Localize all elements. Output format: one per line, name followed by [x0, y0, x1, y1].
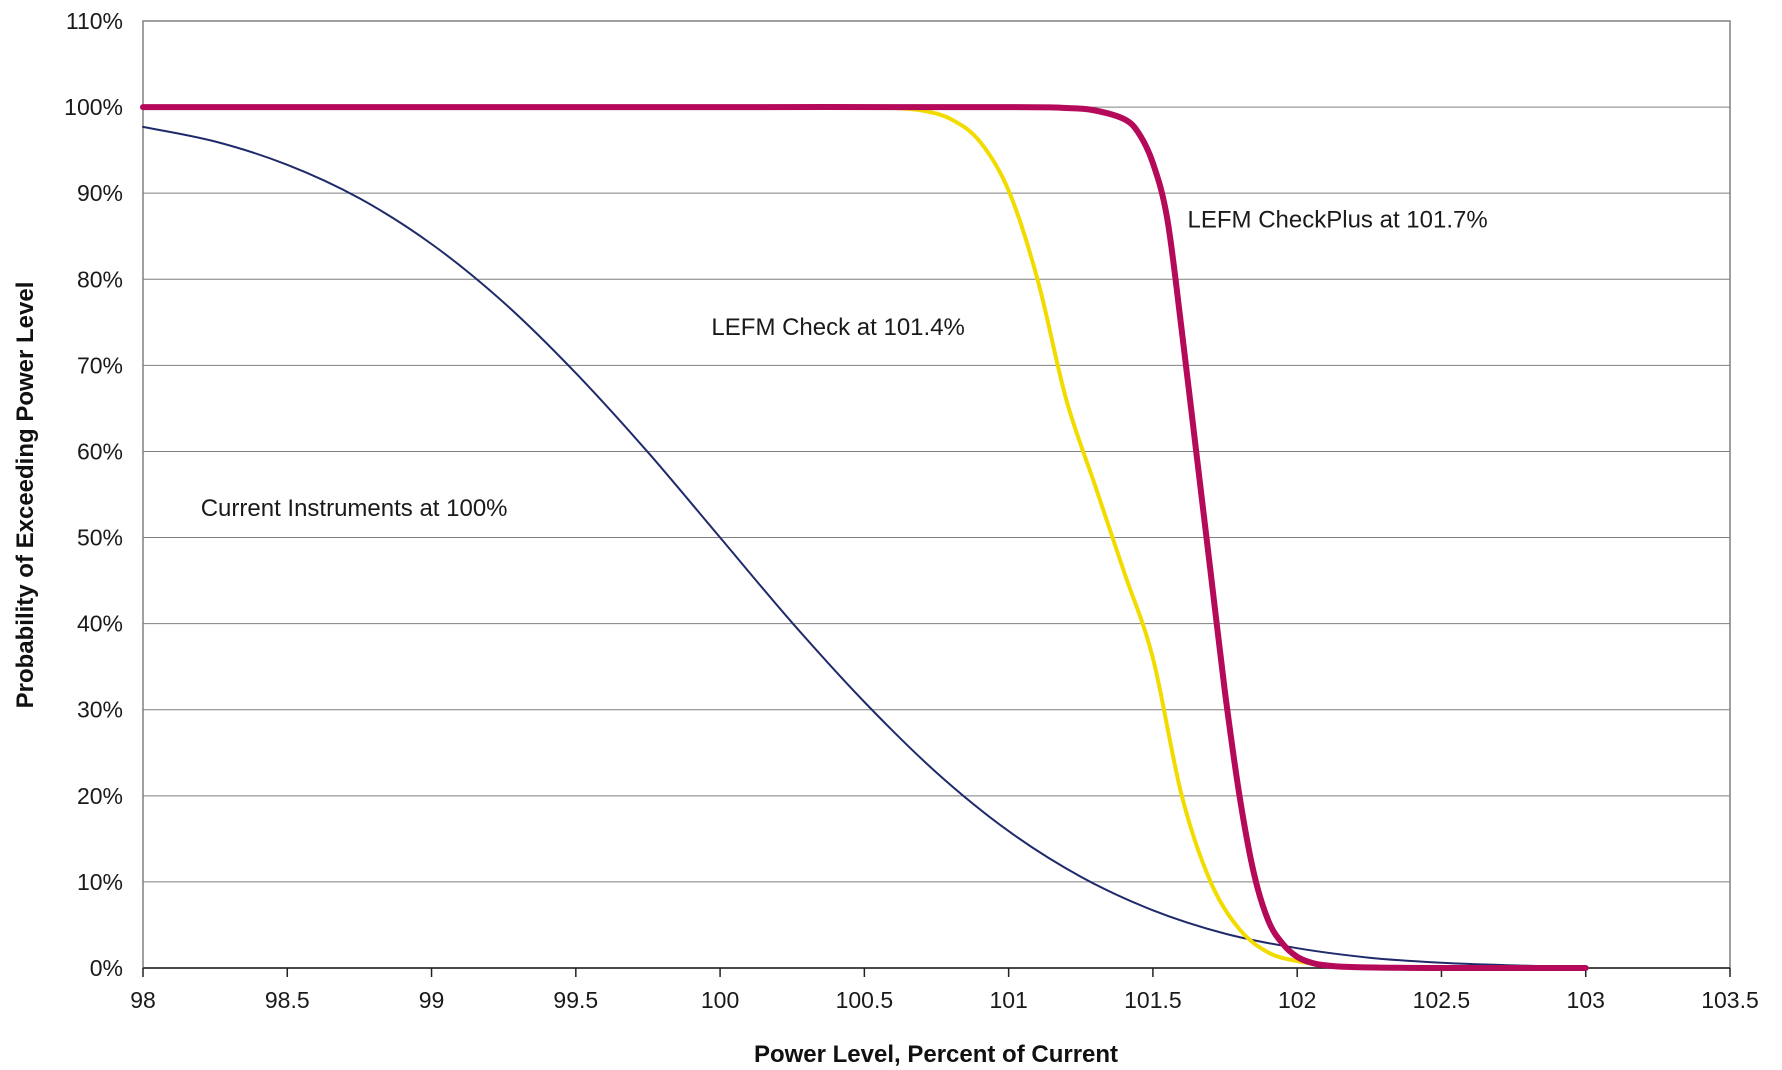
x-tick-label: 99.5	[553, 987, 598, 1013]
annotations: LEFM CheckPlus at 101.7% LEFM Check at 10…	[201, 207, 1488, 522]
y-tick-label: 110%	[66, 8, 123, 34]
x-tick-label: 100	[701, 987, 739, 1013]
annotation-label: LEFM CheckPlus at 101.7%	[1188, 207, 1488, 234]
y-tick-label: 50%	[77, 525, 123, 551]
x-tick-label: 103.5	[1701, 987, 1759, 1013]
y-axis-title: Probability of Exceeding Power Level	[12, 282, 39, 709]
series-line-lefm-checkplus	[140, 104, 1589, 972]
x-tick-label: 103	[1567, 987, 1605, 1013]
x-tick-label: 102	[1278, 987, 1316, 1013]
y-tick-label: 10%	[77, 869, 123, 895]
y-tick-label: 40%	[77, 611, 123, 637]
series-group	[140, 104, 1589, 972]
x-tick-label: 98	[130, 987, 156, 1013]
series-line-current-instruments	[142, 125, 1587, 969]
annotation-label: LEFM Check at 101.4%	[711, 314, 964, 341]
x-tick-label: 100.5	[836, 987, 894, 1013]
y-tick-label: 70%	[77, 352, 123, 378]
y-axis-ticks: 0% 10% 20% 30% 40% 50% 60% 70% 80% 90% 100% 110%	[64, 8, 123, 981]
x-axis-title: Power Level, Percent of Current	[754, 1041, 1118, 1068]
y-tick-label: 20%	[77, 783, 123, 809]
x-tick-label: 99	[419, 987, 445, 1013]
y-tick-label: 90%	[77, 180, 123, 206]
y-tick-label: 60%	[77, 438, 123, 464]
x-tick-label: 98.5	[265, 987, 310, 1013]
annotation-label: Current Instruments at 100%	[201, 495, 508, 522]
x-tick-label: 101	[989, 987, 1027, 1013]
x-tick-label: 101.5	[1124, 987, 1182, 1013]
y-tick-label: 100%	[64, 94, 123, 120]
x-axis-ticks: 98 98.5 99 99.5 100 100.5 101 101.5 102 102.5 103 1…	[130, 967, 1759, 1013]
y-tick-label: 30%	[77, 697, 123, 723]
plot-area	[142, 20, 1731, 969]
x-tick-label: 102.5	[1413, 987, 1471, 1013]
y-tick-label: 80%	[77, 266, 123, 292]
y-tick-label: 0%	[90, 955, 123, 981]
